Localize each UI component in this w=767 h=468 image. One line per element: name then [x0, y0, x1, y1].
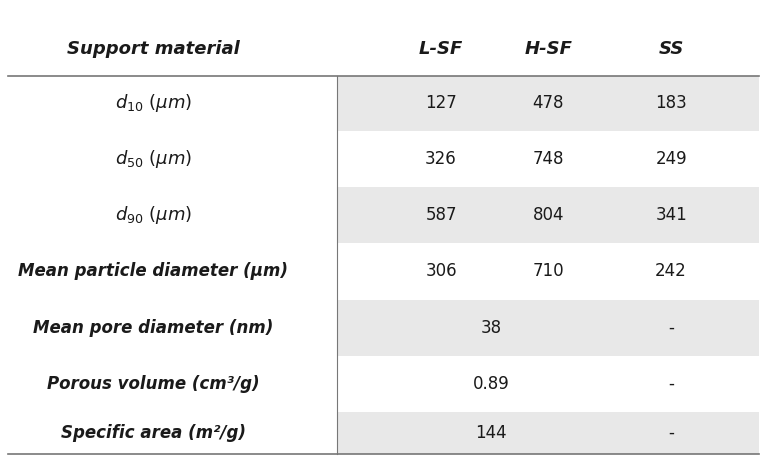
Text: -: -: [668, 319, 674, 336]
Bar: [8, 412, 759, 454]
Text: SS: SS: [658, 40, 684, 58]
Text: $\mathbf{\mathit{d}}_{90}$ $\mathbf{\mathit{(μm)}}$: $\mathbf{\mathit{d}}_{90}$ $\mathbf{\mat…: [115, 204, 192, 227]
Text: 306: 306: [425, 263, 457, 280]
Bar: [8, 356, 337, 412]
Text: 38: 38: [480, 319, 502, 336]
Text: Specific area (m²/g): Specific area (m²/g): [61, 424, 246, 442]
Text: Mean pore diameter (nm): Mean pore diameter (nm): [33, 319, 274, 336]
Text: 804: 804: [532, 206, 565, 224]
Text: 249: 249: [655, 150, 687, 168]
Text: Porous volume (cm³/g): Porous volume (cm³/g): [47, 375, 260, 393]
Bar: [8, 243, 759, 300]
Text: 710: 710: [532, 263, 565, 280]
Text: 183: 183: [655, 95, 687, 112]
Text: 0.89: 0.89: [472, 375, 509, 393]
Text: 326: 326: [425, 150, 457, 168]
Text: $\mathbf{\mathit{d}}_{10}$ $\mathbf{\mathit{(μm)}}$: $\mathbf{\mathit{d}}_{10}$ $\mathbf{\mat…: [115, 92, 192, 115]
Text: 242: 242: [655, 263, 687, 280]
Bar: [8, 356, 759, 412]
Text: H-SF: H-SF: [525, 40, 572, 58]
Text: Support material: Support material: [67, 40, 240, 58]
Bar: [8, 243, 337, 300]
Bar: [8, 300, 337, 356]
Bar: [8, 300, 759, 356]
Text: -: -: [668, 375, 674, 393]
Bar: [8, 131, 759, 187]
Text: -: -: [668, 424, 674, 442]
Text: 341: 341: [655, 206, 687, 224]
Bar: [8, 187, 759, 243]
Text: 144: 144: [475, 424, 507, 442]
Text: 478: 478: [532, 95, 565, 112]
Text: 748: 748: [532, 150, 565, 168]
Bar: [8, 76, 337, 131]
Bar: [8, 131, 337, 187]
Bar: [8, 187, 337, 243]
Text: 127: 127: [425, 95, 457, 112]
Text: $\mathbf{\mathit{d}}_{50}$ $\mathbf{\mathit{(μm)}}$: $\mathbf{\mathit{d}}_{50}$ $\mathbf{\mat…: [115, 148, 192, 170]
Text: Mean particle diameter (μm): Mean particle diameter (μm): [18, 263, 288, 280]
Bar: [8, 76, 759, 131]
Text: 587: 587: [425, 206, 457, 224]
Bar: [8, 412, 337, 454]
Text: L-SF: L-SF: [419, 40, 463, 58]
